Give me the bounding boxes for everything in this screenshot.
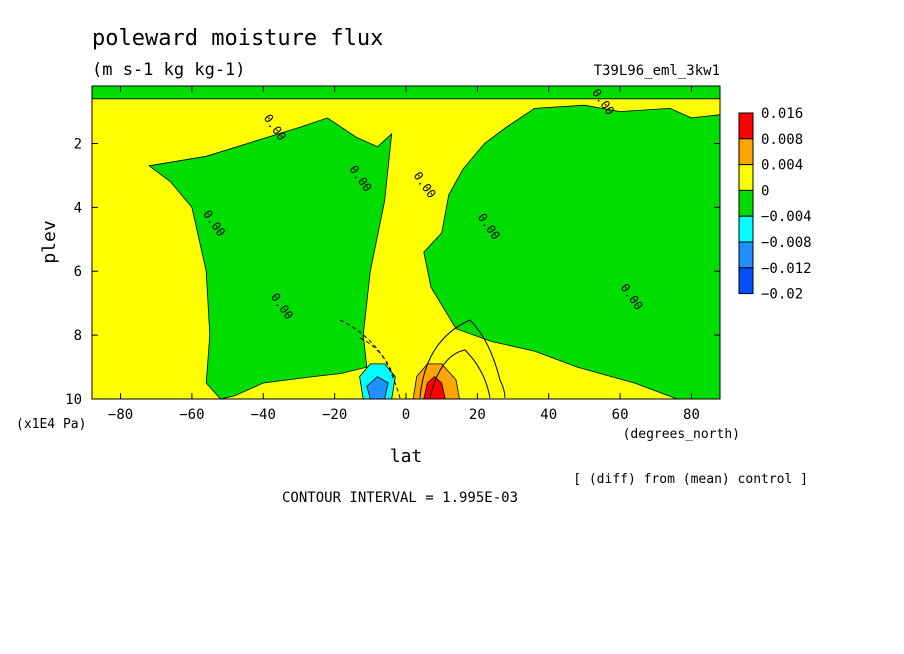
colorbar: 0.016 0.008 0.004 0 −0.004 −0.008 −0.012 −0.02 <box>738 106 812 303</box>
y-tick-label: 4 <box>74 200 82 216</box>
x-tick-label: −20 <box>322 407 347 423</box>
chart-subtitle: (m s-1 kg kg-1) <box>92 60 246 80</box>
x-axis-label: lat <box>390 446 423 467</box>
y-axis-units: (x1E4 Pa) <box>16 417 86 432</box>
colorbar-label: 0.016 <box>761 106 803 122</box>
region-green-southern-lobe <box>148 117 393 400</box>
colorbar-label: 0.008 <box>761 132 803 148</box>
colorbar-swatch <box>738 215 754 243</box>
colorbar-swatch <box>738 189 754 217</box>
colorbar-label: −0.012 <box>761 261 812 277</box>
colorbar-swatch <box>738 267 754 295</box>
contour-interval-note: CONTOUR INTERVAL = 1.995E-03 <box>282 490 518 506</box>
colorbar-label: 0 <box>761 183 769 199</box>
x-tick-label: 40 <box>540 407 557 423</box>
y-axis: 2 4 6 8 10 <box>65 136 720 408</box>
colorbar-swatch <box>738 241 754 269</box>
y-tick-label: 8 <box>74 328 82 344</box>
y-tick-label: 2 <box>74 136 82 152</box>
colorbar-label: −0.02 <box>761 287 803 303</box>
x-tick-label: −80 <box>108 407 133 423</box>
x-tick-label: 20 <box>469 407 486 423</box>
y-axis-label: plev <box>39 220 60 263</box>
colorbar-label: 0.004 <box>761 158 803 174</box>
contour-lines <box>339 319 506 399</box>
x-tick-label: −40 <box>251 407 276 423</box>
y-tick-label: 10 <box>65 392 82 408</box>
x-axis: −80 −60 −40 −20 0 20 40 60 80 <box>108 86 700 423</box>
colorbar-swatch <box>738 164 754 191</box>
chart-title: poleward moisture flux <box>92 26 383 51</box>
region-blue-core <box>366 376 389 400</box>
colorbar-swatch <box>738 138 754 166</box>
colorbar-swatch <box>738 112 754 140</box>
colorbar-label: −0.008 <box>761 235 812 251</box>
x-axis-units: (degrees_north) <box>623 427 740 442</box>
x-tick-label: 60 <box>612 407 629 423</box>
x-tick-label: −60 <box>179 407 204 423</box>
filled-contours <box>91 85 721 400</box>
x-tick-label: 80 <box>683 407 700 423</box>
diff-note: [ (diff) from (mean) control ] <box>573 472 808 487</box>
y-tick-label: 6 <box>74 264 82 280</box>
x-tick-label: 0 <box>402 407 410 423</box>
experiment-label: T39L96_eml_3kw1 <box>594 63 720 79</box>
colorbar-label: −0.004 <box>761 209 812 225</box>
plot-area: 0.000.000.000.000.000.000.000.00 <box>91 85 721 400</box>
